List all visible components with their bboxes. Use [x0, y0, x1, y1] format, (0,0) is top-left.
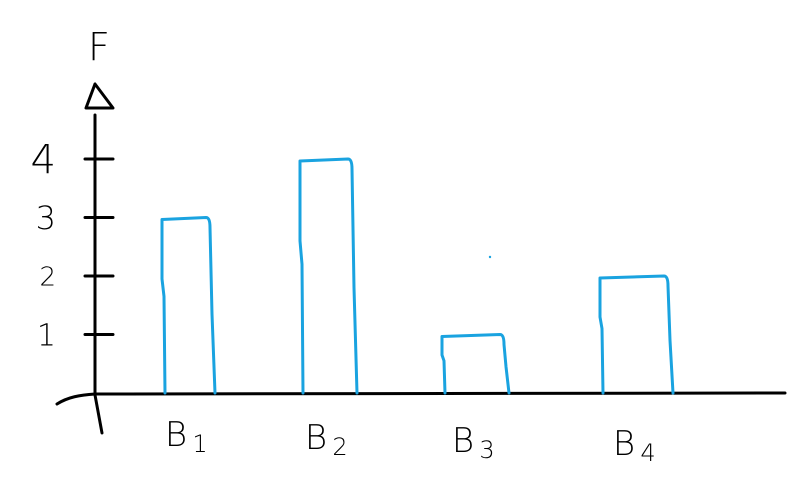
y-tick-label-2: 2: [39, 262, 56, 292]
bar-B3: [440, 333, 511, 395]
y-tick-label-1: 1: [37, 318, 56, 353]
x-label-subscript: 1: [192, 430, 207, 458]
y-tick-label-3: 3: [36, 199, 56, 237]
x-label-base: B: [452, 421, 474, 461]
bars: [160, 157, 675, 395]
x-axis-line: [55, 391, 787, 406]
axes: [55, 82, 787, 435]
x-label-base: B: [165, 415, 187, 455]
y-axis-arrow: [84, 82, 115, 110]
x-label-base: B: [305, 418, 327, 458]
x-label-subscript: 2: [332, 433, 347, 461]
x-label-subscript: 3: [479, 436, 494, 464]
y-axis-label: F: [88, 25, 110, 69]
y-ticks: [83, 157, 115, 336]
stray-dot: [488, 255, 492, 259]
x-label-subscript: 4: [640, 439, 655, 467]
y-axis-line: [93, 113, 104, 435]
y-tick-label-4: 4: [31, 137, 56, 183]
bar-B4: [598, 274, 675, 395]
bar-B1: [160, 216, 217, 395]
x-label-base: B: [613, 424, 635, 464]
y-tick-labels: 1 2 3 4: [31, 137, 56, 353]
bar-B2: [298, 157, 359, 395]
